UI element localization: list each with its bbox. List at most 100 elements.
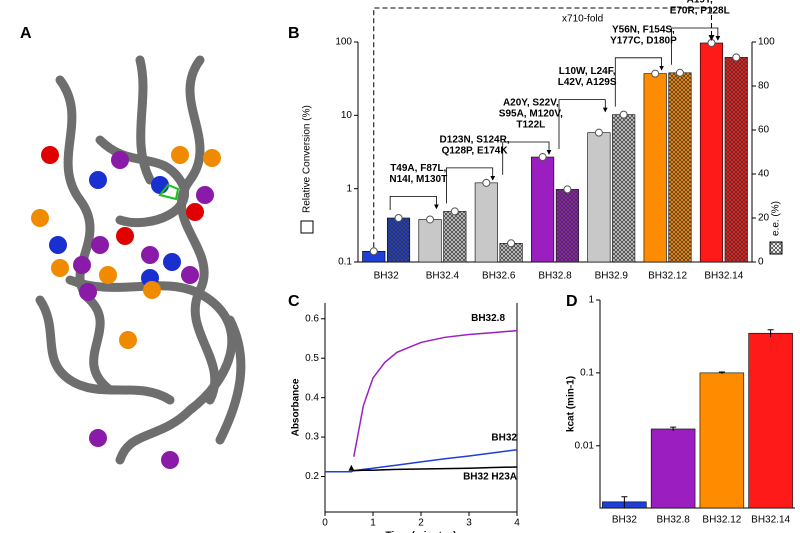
y-tick-label: 0.4 xyxy=(305,392,319,403)
bar xyxy=(418,219,442,263)
y2-tick-label: 20 xyxy=(758,213,770,224)
y-tick-label: 0.6 xyxy=(305,313,319,324)
bar xyxy=(531,156,555,263)
data-point xyxy=(707,38,716,47)
x-tick-label: BH32.14 xyxy=(704,271,743,282)
data-point xyxy=(619,110,628,119)
series-label: BH32.8 xyxy=(471,313,505,324)
data-point xyxy=(450,207,459,216)
bar xyxy=(587,132,611,263)
mutation-label: Y56N, F154S, xyxy=(612,24,675,35)
x-axis-label: Time (minutes) xyxy=(386,531,457,533)
y2-tick-label: 40 xyxy=(758,169,770,180)
bar-hatch xyxy=(499,243,523,262)
x-tick-label: 1 xyxy=(370,518,376,529)
axis xyxy=(357,42,753,263)
x-tick-label: BH32.14 xyxy=(751,515,790,526)
legend-swatch xyxy=(769,241,783,255)
mutation-arrow xyxy=(389,196,439,210)
mutation-label: N14I, M130T xyxy=(389,174,447,185)
x-tick-label: BH32.12 xyxy=(702,515,741,526)
y-tick-label: 0.01 xyxy=(575,440,595,451)
panel-label: C xyxy=(288,293,300,310)
x-tick-label: BH32.9 xyxy=(595,271,629,282)
mutation-label: E70R, P128L xyxy=(670,6,730,17)
bar-hatch xyxy=(443,211,467,262)
y-tick-label: 0.3 xyxy=(305,432,319,443)
data-point xyxy=(426,215,435,224)
fold-label: x710-fold xyxy=(562,14,603,25)
protein-structure xyxy=(35,55,246,465)
mutation-label: L42V, A129S xyxy=(558,77,617,88)
y-axis-label: kcat (min-1) xyxy=(566,376,577,432)
bar-hatch xyxy=(724,57,748,263)
mutation-label: A19T, xyxy=(687,0,713,6)
panel-label: D xyxy=(566,293,578,310)
error-bar xyxy=(621,496,628,508)
bar xyxy=(474,182,498,263)
mutation-label: L10W, L24F, xyxy=(559,66,616,77)
bar xyxy=(748,332,793,509)
data-point xyxy=(563,185,572,194)
bar xyxy=(699,372,745,509)
x-tick-label: 2 xyxy=(418,518,424,529)
y-axis-label: Absorbance xyxy=(291,378,302,436)
data-point xyxy=(651,69,660,78)
legend-label: Relative Conversion (%) xyxy=(302,105,313,213)
y-tick-label: 0.1 xyxy=(580,368,594,379)
mutation-label: Q128P, E174K xyxy=(442,146,509,157)
error-bar xyxy=(718,371,725,374)
bar-hatch xyxy=(612,114,635,262)
mutation-label: S95A, M120V, xyxy=(499,109,563,120)
mutation-label: A20Y, S22V, xyxy=(503,98,559,109)
data-point xyxy=(732,53,741,62)
y-tick-label: 0.5 xyxy=(305,353,319,364)
x-tick-label: BH32.12 xyxy=(648,271,687,282)
bar-hatch xyxy=(387,218,410,262)
line xyxy=(325,448,518,473)
legend-swatch xyxy=(300,220,314,234)
y-tick-label: 10 xyxy=(341,110,353,121)
x-tick-label: BH32 xyxy=(612,515,637,526)
data-point xyxy=(675,68,684,77)
x-tick-label: BH32.8 xyxy=(656,515,690,526)
y2-tick-label: 100 xyxy=(758,37,775,48)
mutation-label: Y177C, D180P xyxy=(610,35,677,46)
mutation-arrow xyxy=(614,57,664,107)
mutation-label: D123N, S124R, xyxy=(440,135,510,146)
panel-label: B xyxy=(288,25,300,42)
data-point xyxy=(369,247,378,256)
x-tick-label: BH32.6 xyxy=(482,271,516,282)
error-bar xyxy=(767,329,774,338)
data-point xyxy=(594,128,603,137)
bar xyxy=(650,428,696,509)
y-tick-label: 100 xyxy=(335,37,352,48)
mutation-arrow xyxy=(502,141,552,175)
x-tick-label: 0 xyxy=(322,518,328,529)
y-tick-label: 0.2 xyxy=(305,471,319,482)
x-tick-label: BH32.8 xyxy=(538,271,572,282)
bar-hatch xyxy=(668,72,692,262)
mutation-arrow xyxy=(671,27,721,65)
bar xyxy=(643,73,667,263)
mutation-arrow xyxy=(558,99,608,150)
fold-connector xyxy=(373,7,715,248)
line xyxy=(353,329,518,457)
x-tick-label: BH32.4 xyxy=(426,271,460,282)
y2-tick-label: 80 xyxy=(758,81,770,92)
panel-label: A xyxy=(20,25,32,42)
y2-tick-label: 60 xyxy=(758,125,770,136)
y-tick-label: 1 xyxy=(588,295,594,306)
x-tick-label: 4 xyxy=(514,518,520,529)
data-point xyxy=(538,153,547,162)
x-tick-label: 3 xyxy=(466,518,472,529)
series-label: BH32 xyxy=(491,432,517,443)
data-point xyxy=(507,239,516,248)
x-tick-label: BH32 xyxy=(374,271,399,282)
mutation-arrow xyxy=(446,167,496,204)
residue-spheres xyxy=(31,146,221,469)
data-point xyxy=(482,178,491,187)
data-point xyxy=(394,214,403,222)
y2-tick-label: 0 xyxy=(758,257,764,268)
